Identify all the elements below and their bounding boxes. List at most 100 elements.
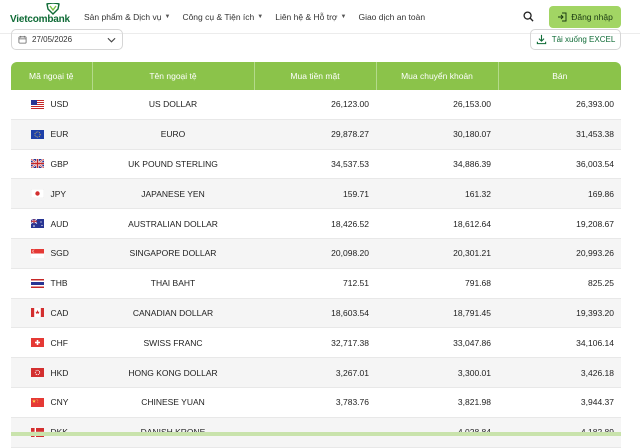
sell-rate: 3,944.37: [498, 387, 621, 418]
chevron-down-icon: [107, 37, 116, 43]
table-row: EUR EURO 29,878.27 30,180.07 31,453.38: [11, 119, 621, 150]
buy-transfer-rate: 20,301.21: [376, 238, 498, 269]
sell-rate: 19,393.20: [498, 298, 621, 329]
currency-name: AUSTRALIAN DOLLAR: [92, 208, 254, 239]
download-excel-button[interactable]: Tải xuống EXCEL: [530, 29, 621, 50]
chevron-down-icon: ▼: [257, 14, 264, 20]
currency-code-cell: CAD: [11, 298, 92, 329]
buy-transfer-rate: 18,791.45: [376, 298, 498, 329]
main-nav: Sản phẩm & Dịch vụ ▼ Công cụ & Tiện ích ▼ Li…: [84, 12, 425, 22]
nav-item-label: Giao dịch an toàn: [358, 12, 426, 22]
buy-cash-rate: 3,783.76: [254, 387, 376, 418]
usa-flag-icon: [30, 99, 44, 109]
sell-rate: 34,106.14: [498, 327, 621, 359]
currency-code: AUD: [50, 218, 69, 229]
search-button[interactable]: [517, 5, 539, 27]
vietcombank-logo[interactable]: Vietcombank: [10, 3, 70, 29]
currency-name: UK POUND STERLING: [92, 149, 254, 180]
download-icon: [536, 34, 546, 45]
eu-flag-icon: [30, 129, 44, 139]
buy-transfer-rate: 161.32: [376, 178, 498, 210]
china-flag-icon: [30, 397, 44, 407]
buy-transfer-rate: 3,821.98: [376, 387, 498, 418]
sell-rate: 20,993.26: [498, 238, 621, 269]
buy-cash-rate: 18,426.52: [254, 208, 376, 239]
buy-transfer-rate: 34,886.39: [376, 149, 498, 180]
top-navbar: Vietcombank Sản phẩm & Dịch vụ ▼ Công cụ &…: [0, 0, 640, 34]
chevron-down-icon: ▼: [340, 14, 347, 20]
exchange-rate-table: Mã ngoại tệ Tên ngoại tệ Mua tiền mặt Mu…: [11, 62, 621, 448]
buy-cash-rate: 18,603.54: [254, 298, 376, 329]
nav-item-label: Sản phẩm & Dịch vụ: [84, 12, 162, 22]
currency-name: THAI BAHT: [92, 268, 254, 299]
buy-transfer-rate: 33,047.86: [376, 327, 498, 359]
currency-code: GBP: [50, 158, 69, 169]
currency-name: SWISS FRANC: [92, 327, 254, 359]
sell-rate: 36,003.54: [498, 149, 621, 180]
currency-code: THB: [50, 278, 68, 289]
date-picker[interactable]: 27/05/2026: [11, 29, 123, 50]
currency-code: JPY: [50, 188, 67, 199]
currency-code: SGD: [50, 248, 69, 259]
currency-code-cell: CHF: [11, 327, 92, 359]
nav-item-4[interactable]: Giao dịch an toàn: [358, 12, 425, 22]
table-row: CHF SWISS FRANC 32,717.38 33,047.86 34,106.1…: [11, 327, 621, 359]
currency-name: JAPANESE YEN: [92, 178, 254, 210]
currency-code-cell: HKD: [11, 357, 92, 388]
login-label: Đăng nhập: [571, 12, 613, 22]
currency-code: USD: [50, 99, 69, 110]
currency-code-cell: AUD: [11, 208, 92, 239]
hongkong-flag-icon: [30, 368, 44, 378]
currency-code: EUR: [50, 129, 69, 140]
currency-code-cell: CNY: [11, 387, 92, 418]
table-row: JPY JAPANESE YEN 159.71 161.32 169.86: [11, 178, 621, 210]
currency-code: HKD: [50, 367, 69, 378]
singapore-flag-icon: [30, 248, 44, 258]
table-row: USD US DOLLAR 26,123.00 26,153.00 26,393.00: [11, 90, 621, 120]
login-button[interactable]: Đăng nhập: [549, 6, 621, 28]
japan-flag-icon: [30, 189, 44, 199]
buy-cash-rate: 20,098.20: [254, 238, 376, 269]
sell-rate: 3,426.18: [498, 357, 621, 388]
buy-transfer-rate: 791.68: [376, 268, 498, 299]
switzerland-flag-icon: [30, 338, 44, 348]
table-row: CNY CHINESE YUAN 3,783.76 3,821.98 3,944.37: [11, 387, 621, 418]
header-sell: Bán: [498, 62, 621, 90]
buy-transfer-rate: 18,612.64: [376, 208, 498, 239]
currency-code-cell: JPY: [11, 178, 92, 210]
header-currency-code: Mã ngoại tệ: [11, 62, 93, 90]
australia-flag-icon: [30, 219, 44, 229]
nav-item-2[interactable]: Công cụ & Tiện ích ▼: [182, 12, 263, 22]
buy-cash-rate: 34,537.53: [254, 149, 376, 180]
header-currency-name: Tên ngoại tệ: [92, 62, 255, 90]
table-row: HKD HONG KONG DOLLAR 3,267.01 3,300.01 3,426…: [11, 357, 621, 388]
sell-rate: 169.86: [498, 178, 621, 210]
currency-name: EURO: [92, 119, 254, 150]
table-row: SGD SINGAPORE DOLLAR 20,098.20 20,301.21 20,…: [11, 238, 621, 269]
nav-item-3[interactable]: Liên hệ & Hỗ trợ ▼: [275, 12, 346, 22]
table-row: GBP UK POUND STERLING 34,537.53 34,886.39 36…: [11, 149, 621, 180]
header-buy-cash: Mua tiền mặt: [254, 62, 377, 90]
currency-name: CHINESE YUAN: [92, 387, 254, 418]
buy-cash-rate: 26,123.00: [254, 90, 376, 120]
table-row: AUD AUSTRALIAN DOLLAR 18,426.52 18,612.64 19…: [11, 208, 621, 239]
buy-cash-rate: 712.51: [254, 268, 376, 299]
currency-code: CAD: [50, 307, 69, 318]
buy-transfer-rate: 30,180.07: [376, 119, 498, 150]
login-icon: [558, 12, 567, 22]
chevron-down-icon: ▼: [164, 14, 171, 20]
nav-item-1[interactable]: Sản phẩm & Dịch vụ ▼: [84, 12, 170, 22]
table-row: THB THAI BAHT 712.51 791.68 825.25: [11, 268, 621, 299]
buy-transfer-rate: 26,153.00: [376, 90, 498, 120]
sell-rate: 19,208.67: [498, 208, 621, 239]
table-footer-strip: [11, 432, 621, 436]
uk-flag-icon: [30, 159, 44, 169]
currency-code-cell: USD: [11, 90, 92, 120]
currency-code-cell: SGD: [11, 238, 92, 269]
sell-rate: 26,393.00: [498, 90, 621, 120]
header-buy-transfer: Mua chuyển khoản: [376, 62, 499, 90]
buy-transfer-rate: 3,300.01: [376, 357, 498, 388]
currency-name: SINGAPORE DOLLAR: [92, 238, 254, 269]
sell-rate: 31,453.38: [498, 119, 621, 150]
nav-item-label: Công cụ & Tiện ích: [182, 12, 255, 22]
